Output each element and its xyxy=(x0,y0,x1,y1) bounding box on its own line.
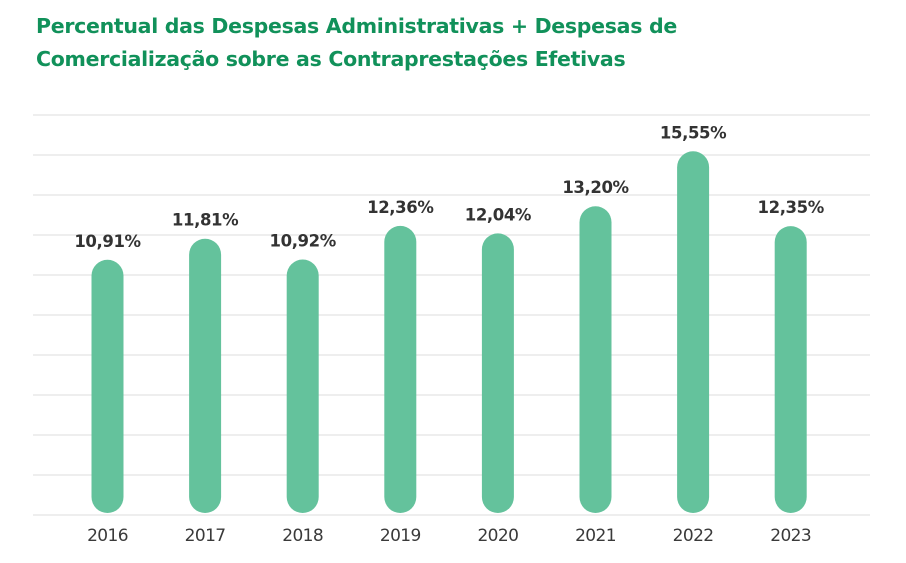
bar-2016 xyxy=(91,259,124,513)
value-label-2020: 12,04% xyxy=(465,205,532,224)
x-tick-label-2016: 2016 xyxy=(87,526,128,546)
chart-title-line-1: Percentual das Despesas Administrativas … xyxy=(36,14,677,38)
bar-2019 xyxy=(384,225,417,513)
chart-title-line-2: Comercialização sobre as Contraprestaçõe… xyxy=(36,47,626,71)
bar-2018 xyxy=(286,259,319,513)
value-label-2022: 15,55% xyxy=(660,123,727,142)
x-tick-label-2018: 2018 xyxy=(282,526,323,546)
x-tick-label-2021: 2021 xyxy=(575,526,616,546)
value-label-2021: 13,20% xyxy=(562,178,629,197)
value-labels: 10,91% 11,81% 10,92% 12,36% 12,04% 13,20% 15,5… xyxy=(74,123,825,251)
x-tick-label-2017: 2017 xyxy=(185,526,226,546)
value-label-2023: 12,35% xyxy=(758,198,825,217)
chart-title: Percentual das Despesas Administrativas … xyxy=(36,10,886,76)
value-label-2018: 10,92% xyxy=(270,232,337,251)
x-tick-label-2020: 2020 xyxy=(477,526,518,546)
bar-2020 xyxy=(481,233,514,513)
bars xyxy=(91,151,807,514)
bar-2017 xyxy=(189,238,222,514)
bar-2022 xyxy=(677,151,710,513)
x-tick-label-2019: 2019 xyxy=(380,526,421,546)
value-label-2017: 11,81% xyxy=(172,211,239,230)
x-tick-label-2022: 2022 xyxy=(673,526,714,546)
value-label-2019: 12,36% xyxy=(367,198,434,217)
bar-2021 xyxy=(579,206,612,513)
x-tick-label-2023: 2023 xyxy=(770,526,811,546)
gridlines xyxy=(33,114,870,516)
bar-2023 xyxy=(774,226,807,513)
value-label-2016: 10,91% xyxy=(74,232,141,251)
x-axis-tick-labels: 2016 2017 2018 2019 2020 2021 2022 2023 xyxy=(87,526,812,546)
